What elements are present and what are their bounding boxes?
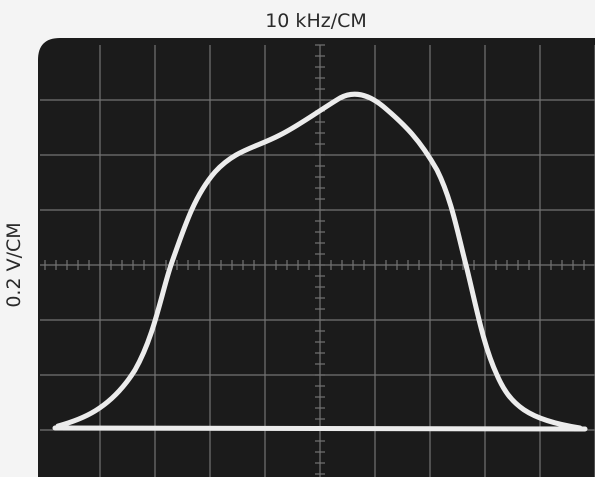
screen [38, 38, 595, 477]
oscilloscope-photo: 10 kHz/CM 0.2 V/CM [0, 0, 595, 477]
vertical-scale-label: 0.2 V/CM [3, 222, 25, 307]
page: 10 kHz/CM 0.2 V/CM (() => { const data =… [0, 0, 595, 477]
horizontal-scale-label: 10 kHz/CM [265, 10, 367, 32]
baseline-trace [55, 428, 585, 429]
